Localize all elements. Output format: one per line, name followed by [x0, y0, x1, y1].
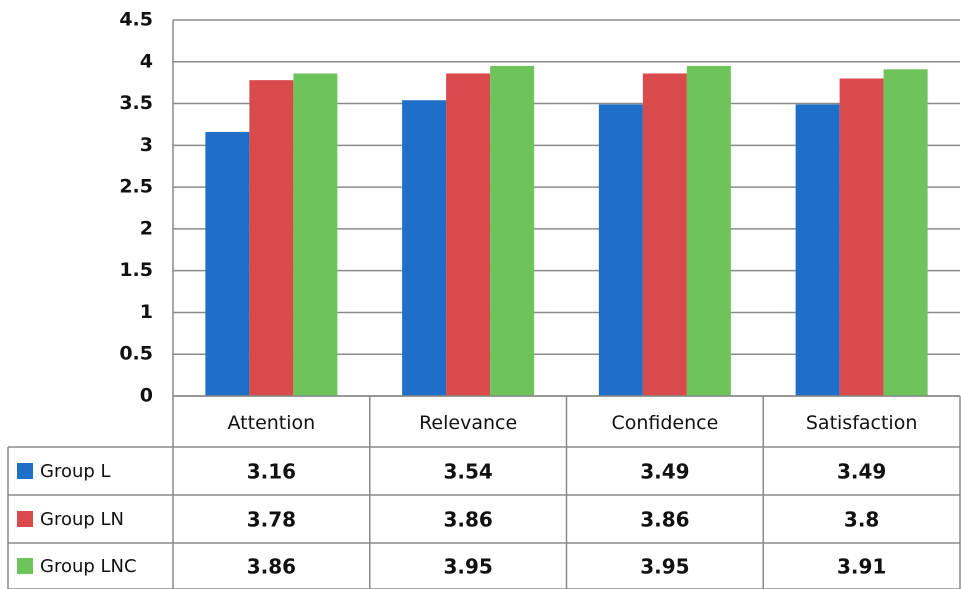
- y-tick-label: 1.5: [119, 259, 153, 281]
- y-tick-label: 0.5: [119, 343, 153, 365]
- table-value: 3.49: [837, 460, 886, 484]
- table-value: 3.86: [640, 508, 689, 532]
- y-tick-label: 1: [140, 301, 153, 323]
- table-value: 3.91: [837, 555, 886, 579]
- x-tick-label: Attention: [228, 412, 316, 434]
- bar: [446, 73, 491, 396]
- table-value: 3.86: [443, 508, 492, 532]
- y-tick-label: 3: [140, 134, 153, 156]
- bar: [686, 65, 731, 396]
- bar: [839, 78, 884, 396]
- table-value: 3.16: [247, 460, 296, 484]
- y-tick-label: 3.5: [119, 92, 153, 114]
- legend-label: Group L: [40, 461, 111, 482]
- table-value: 3.8: [844, 508, 879, 532]
- table-value: 3.78: [247, 508, 296, 532]
- y-tick-label: 4.5: [119, 9, 153, 31]
- table-value: 3.54: [443, 460, 492, 484]
- legend-label: Group LNC: [40, 556, 137, 577]
- bar: [642, 73, 687, 396]
- legend-swatch: [17, 511, 33, 527]
- bar: [249, 80, 294, 396]
- table-value: 3.95: [640, 555, 689, 579]
- bar: [402, 100, 447, 397]
- x-tick-label: Confidence: [611, 412, 718, 434]
- y-tick-label: 4: [140, 50, 153, 72]
- legend-label: Group LN: [40, 509, 124, 530]
- x-tick-label: Relevance: [419, 412, 517, 434]
- bar: [293, 73, 338, 396]
- x-tick-label: Satisfaction: [806, 412, 918, 434]
- legend-swatch: [17, 463, 33, 479]
- bar: [205, 131, 250, 396]
- table-value: 3.95: [443, 555, 492, 579]
- y-tick-label: 2: [140, 217, 153, 239]
- y-tick-label: 2.5: [119, 176, 153, 198]
- bar: [598, 104, 643, 396]
- bar: [490, 65, 535, 396]
- bar: [883, 69, 928, 396]
- y-tick-label: 0: [140, 385, 153, 407]
- legend-swatch: [17, 558, 33, 574]
- bar: [795, 104, 840, 396]
- table-value: 3.49: [640, 460, 689, 484]
- table-value: 3.86: [247, 555, 296, 579]
